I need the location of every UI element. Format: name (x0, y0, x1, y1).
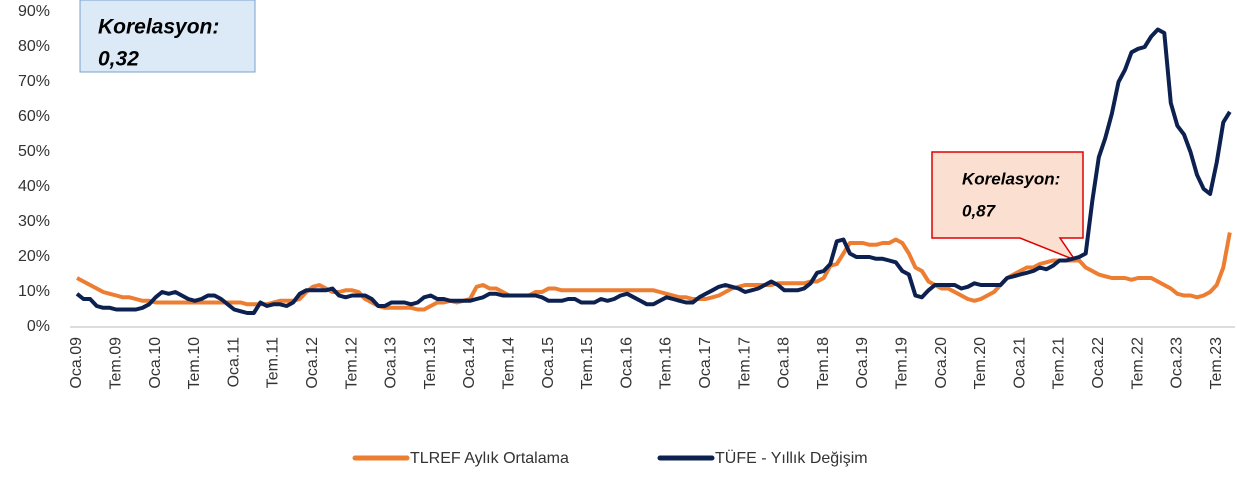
line (75, 27, 1232, 315)
annotation-text: Korelasyon: (98, 16, 219, 39)
x-tick-label: Oca.23 (1169, 337, 1186, 389)
x-tick-label: Tem.16 (658, 337, 675, 390)
x-tick-label: Oca.11 (225, 337, 242, 388)
y-tick-label: 40% (18, 178, 50, 195)
x-tick-label: Oca.21 (1011, 337, 1028, 389)
callout (931, 151, 1084, 262)
x-tick-label: Oca.13 (383, 337, 400, 389)
annotation-box (79, 0, 256, 73)
y-tick-label: 20% (18, 248, 50, 265)
y-tick-label: 10% (18, 283, 50, 300)
x-tick-label: Tem.19 (894, 337, 911, 390)
y-tick-label: 30% (18, 213, 50, 230)
x-tick-label: Tem.22 (1129, 337, 1146, 390)
y-tick-label: 50% (18, 143, 50, 160)
x-tick-label: Oca.09 (68, 337, 85, 389)
x-tick-label: Tem.23 (1208, 337, 1225, 390)
x-tick-label: Oca.22 (1090, 337, 1107, 389)
x-tick-label: Oca.10 (147, 337, 164, 389)
x-tick-label: Tem.09 (108, 337, 125, 390)
x-tick-label: Tem.13 (422, 337, 439, 390)
x-tick-label: Oca.12 (304, 337, 321, 389)
x-tick-label: Oca.18 (776, 337, 793, 389)
x-tick-label: Oca.15 (540, 337, 557, 389)
x-tick-label: Tem.21 (1051, 337, 1068, 390)
annotation-text: 0,32 (98, 48, 139, 71)
x-tick-label: Tem.15 (579, 337, 596, 390)
x-tick-label: Tem.11 (265, 337, 282, 388)
x-tick-label: Tem.17 (736, 337, 753, 390)
x-tick-label: Oca.20 (933, 337, 950, 389)
y-tick-label: 60% (18, 108, 50, 125)
x-tick-label: Oca.19 (854, 337, 871, 389)
x-tick-label: Tem.18 (815, 337, 832, 390)
x-tick-label: Oca.17 (697, 337, 714, 389)
x-tick-label: Oca.16 (618, 337, 635, 389)
x-tick-label: Tem.10 (186, 337, 203, 390)
y-tick-label: 90% (18, 3, 50, 20)
y-tick-label: 0% (27, 318, 50, 335)
x-tick-label: Oca.14 (461, 337, 478, 389)
y-tick-label: 70% (18, 73, 50, 90)
annotation-text: Korelasyon: (962, 169, 1060, 188)
x-tick-label: Tem.12 (343, 337, 360, 390)
legend-label: TÜFE - Yıllık Değişim (715, 449, 868, 467)
x-tick-label: Tem.20 (972, 337, 989, 390)
legend-label: TLREF Aylık Ortalama (410, 450, 569, 467)
y-tick-label: 80% (18, 38, 50, 55)
x-tick-label: Tem.14 (501, 337, 518, 390)
annotation-text: 0,87 (962, 201, 997, 220)
